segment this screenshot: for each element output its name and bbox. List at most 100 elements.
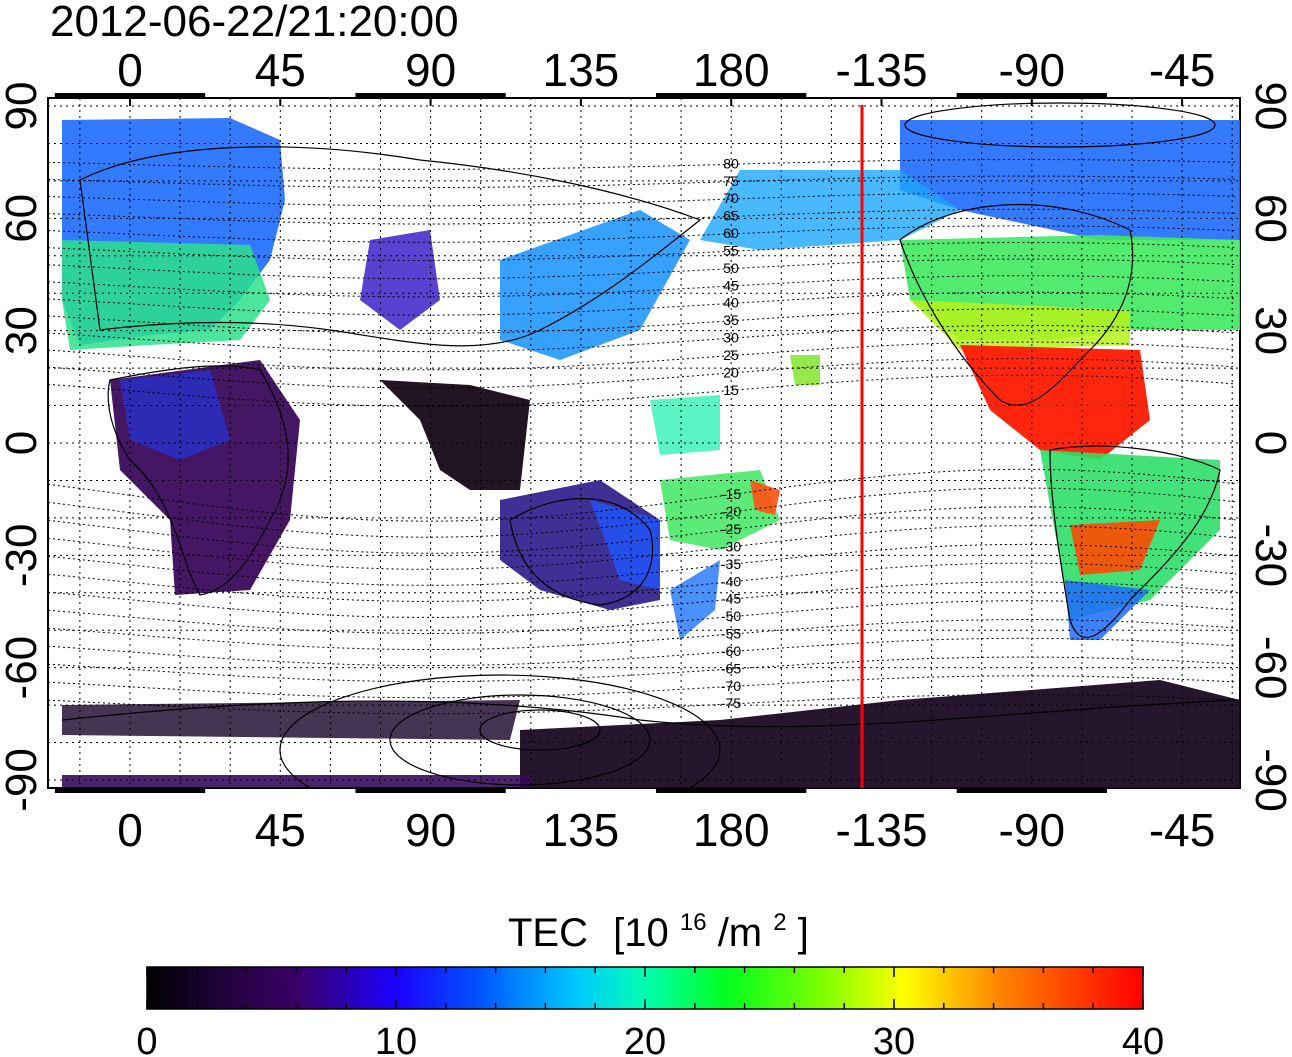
mag-lat-contour xyxy=(48,341,1237,371)
graticule xyxy=(48,98,1240,788)
mag-lat-contour xyxy=(48,291,1237,316)
mag-lat-contour-label: -60 xyxy=(721,643,741,659)
coastline-south-america xyxy=(1049,445,1221,638)
lon-tick-top: -90 xyxy=(999,44,1065,96)
lat-tick-left: 0 xyxy=(0,431,46,455)
coastlines xyxy=(61,146,1240,728)
colorbar-tick-label: 0 xyxy=(136,1021,157,1057)
colorbar-unit-exp2: 2 xyxy=(773,909,786,936)
mag-lat-contour xyxy=(48,308,1237,334)
mag-lat-contour xyxy=(48,675,1237,699)
lon-tick-bottom: -90 xyxy=(999,804,1065,856)
mag-lat-contour-label: 35 xyxy=(723,312,739,328)
lon-tick-top: 45 xyxy=(255,44,306,96)
lat-tick-right: -30 xyxy=(1246,524,1292,588)
mag-lat-contour xyxy=(48,468,1237,522)
lon-tick-top: 135 xyxy=(543,44,620,96)
lon-tick-top: -45 xyxy=(1149,44,1215,96)
mag-lat-contour xyxy=(48,192,1237,207)
lon-tick-bottom: 45 xyxy=(255,804,306,856)
colorbar-tick-label: 20 xyxy=(624,1021,666,1057)
mag-lat-contour xyxy=(48,562,1237,602)
lon-tick-top: 0 xyxy=(117,44,143,96)
mag-pole-contour xyxy=(279,674,721,788)
mag-lat-contour-label: -65 xyxy=(721,660,741,676)
lon-tick-bottom: 180 xyxy=(693,804,770,856)
mag-lat-contour-label: 60 xyxy=(723,225,739,241)
lon-tick-bottom: 135 xyxy=(543,804,620,856)
mag-lat-contour-label: -30 xyxy=(721,539,741,555)
tec-region-pacific-cyan xyxy=(650,395,720,455)
tec-region-alaska xyxy=(700,170,960,250)
edge-band-top xyxy=(656,93,807,98)
tec-region-north-pole xyxy=(900,120,1240,240)
mag-lat-contour xyxy=(48,619,1237,650)
mag-lat-contour-label: -55 xyxy=(721,626,741,642)
mag-lat-contour-label: 65 xyxy=(723,208,739,224)
mag-lat-contour xyxy=(48,175,1237,189)
lon-tick-top: -135 xyxy=(835,44,927,96)
lat-tick-right: 0 xyxy=(1246,431,1292,455)
mag-lat-contour-label: -25 xyxy=(721,521,741,537)
mag-lat-contour xyxy=(48,242,1237,261)
mag-lat-contour-label: -50 xyxy=(721,608,741,624)
edge-band-bottom xyxy=(956,788,1107,793)
colorbar-unit-end: ] xyxy=(798,911,809,955)
edge-band-bottom xyxy=(355,788,506,793)
lon-tick-top: 90 xyxy=(405,44,456,96)
mag-lat-contour-label: -40 xyxy=(721,573,741,589)
coastline-north-america xyxy=(899,203,1134,406)
lat-tick-right: -90 xyxy=(1246,748,1292,812)
edge-band-top xyxy=(54,93,206,98)
lat-tick-right: 60 xyxy=(1246,194,1292,243)
coastline-africa xyxy=(107,365,289,596)
lat-tick-left: -60 xyxy=(0,636,46,700)
mag-lat-contour-label: -20 xyxy=(721,504,741,520)
tec-region-hawaii xyxy=(790,355,820,385)
tec-region-australia-east xyxy=(590,500,660,590)
mag-lat-contour-label: 20 xyxy=(723,364,739,380)
lon-tick-bottom: 90 xyxy=(405,804,456,856)
mag-pole-contour xyxy=(389,694,651,786)
mag-lat-contour xyxy=(48,159,1237,170)
edge-band-top xyxy=(956,93,1107,98)
mag-lat-contour xyxy=(48,543,1237,586)
mag-lat-contour-label: 25 xyxy=(723,347,739,363)
mag-lat-contour xyxy=(48,637,1237,667)
colorbar-tick-label: 40 xyxy=(1122,1021,1164,1057)
mag-lat-contour xyxy=(48,225,1237,243)
colorbar-ticks: 0 10 20 30 40 xyxy=(136,967,1164,1057)
mag-lat-contour-label: -15 xyxy=(721,486,741,502)
mag-lat-contour xyxy=(48,694,1237,715)
colorbar-unit-exp: 16 xyxy=(680,909,707,936)
mag-lat-contour xyxy=(48,600,1237,634)
lat-tick-right: 30 xyxy=(1246,306,1292,355)
tec-region-mexico xyxy=(960,345,1150,460)
tec-region-antarctic-strip xyxy=(62,700,520,740)
lon-tick-bottom: -135 xyxy=(835,804,927,856)
map-axes: 0 0 45 45 90 90 135 135 180 180 -135 -135 -90 -90 -45 -… xyxy=(0,44,1292,856)
lat-tick-left: 60 xyxy=(0,194,46,243)
mag-lat-contour-label: 45 xyxy=(723,277,739,293)
mag-lat-contour xyxy=(48,258,1237,280)
lon-tick-top: 180 xyxy=(693,44,770,96)
timestamp-title: 2012-06-22/21:20:00 xyxy=(50,0,459,46)
mag-lat-contour-label: 50 xyxy=(723,260,739,276)
tec-region-sa-blue xyxy=(1065,580,1150,640)
coastline-eurasia xyxy=(79,146,702,347)
edge-band-top xyxy=(355,93,506,98)
mag-lat-contour-label: 15 xyxy=(723,382,739,398)
mag-lat-contour xyxy=(48,324,1237,353)
tec-region-south-edge xyxy=(62,775,532,787)
mag-lat-contour-label: 55 xyxy=(723,243,739,259)
mag-lat-contour xyxy=(48,581,1237,618)
mag-lat-contour xyxy=(48,275,1237,298)
mag-lat-contour-label: 40 xyxy=(723,295,739,311)
mag-lat-contour-label: 70 xyxy=(723,190,739,206)
lat-tick-left: -30 xyxy=(0,524,46,588)
lat-tick-right: -60 xyxy=(1246,636,1292,700)
mag-lat-contour-label: -70 xyxy=(721,678,741,694)
